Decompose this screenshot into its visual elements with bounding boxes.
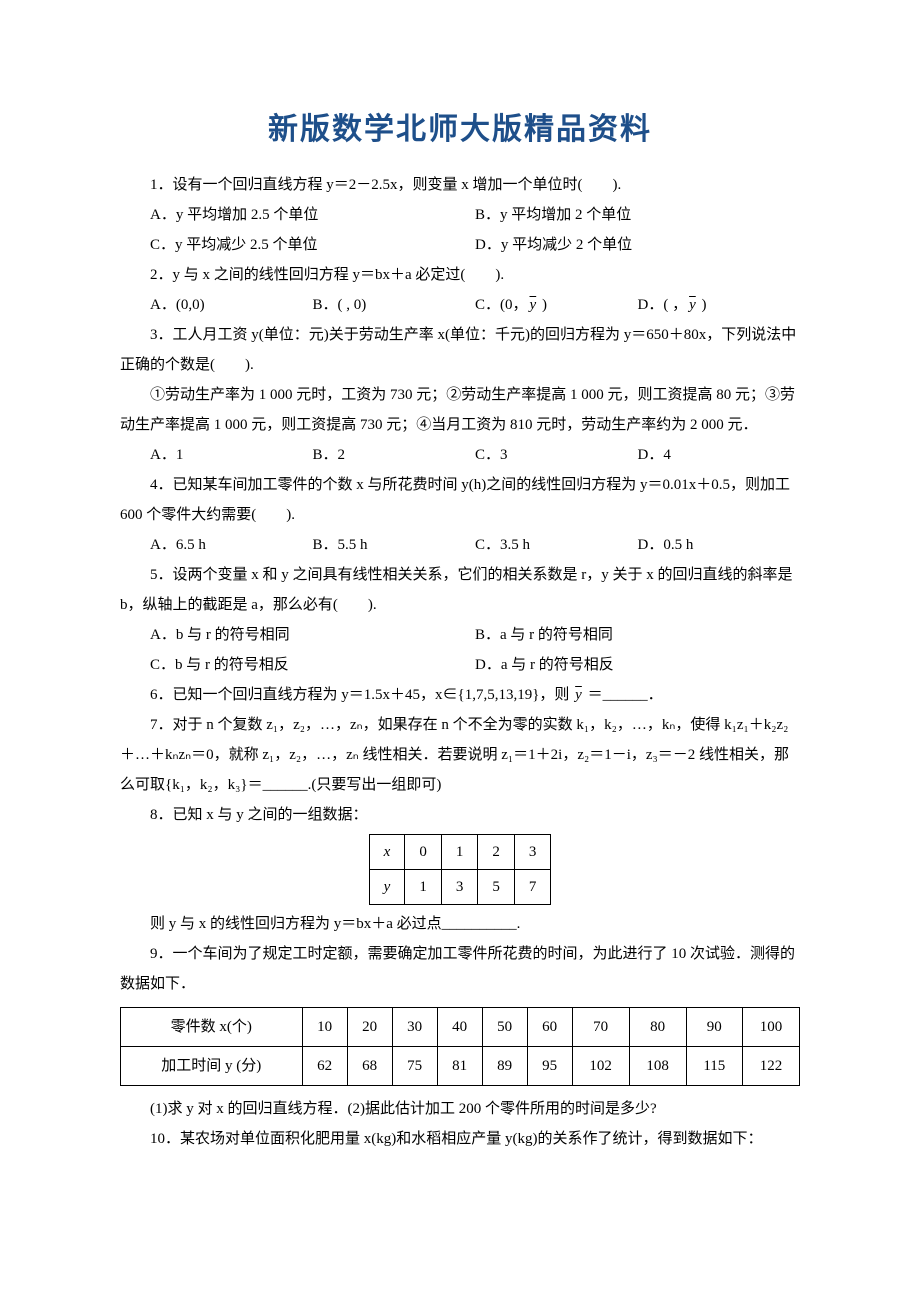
cell: 1 — [441, 835, 478, 870]
q3-options: A．1 B．2 C．3 D．4 — [120, 440, 800, 470]
cell: 3 — [514, 835, 551, 870]
cell: 60 — [527, 1008, 572, 1047]
q2-C: C．(0，y ) — [475, 290, 638, 320]
q4-D: D．0.5 h — [638, 530, 801, 560]
q1-D: D．y 平均减少 2 个单位 — [475, 230, 800, 260]
q1-C: C．y 平均减少 2.5 个单位 — [150, 230, 475, 260]
q5-B: B．a 与 r 的符号相同 — [475, 620, 800, 650]
q3-D: D．4 — [638, 440, 801, 470]
cell: x — [369, 835, 405, 870]
q8-tail: 则 y 与 x 的线性回归方程为 y＝bx＋a 必过点__________. — [120, 909, 800, 939]
q5-C: C．b 与 r 的符号相反 — [150, 650, 475, 680]
q6-post: ＝______． — [584, 687, 663, 703]
q2-options: A．(0,0) B．( , 0) C．(0，y ) D．( ，y ) — [120, 290, 800, 320]
q7-text: 7．对于 n 个复数 z₁，z₂，…，zₙ，如果存在 n 个不全为零的实数 k₁… — [120, 710, 800, 800]
cell: 70 — [572, 1008, 629, 1047]
q5-A: A．b 与 r 的符号相同 — [150, 620, 475, 650]
q2-text: 2．y 与 x 之间的线性回归方程 y＝bx＋a 必定过( ). — [120, 260, 800, 290]
q9-text: 9．一个车间为了规定工时定额，需要确定加工零件所花费的时间，为此进行了 10 次… — [120, 939, 800, 999]
q3-C: C．3 — [475, 440, 638, 470]
cell: 80 — [629, 1008, 686, 1047]
q8-text: 8．已知 x 与 y 之间的一组数据： — [120, 800, 800, 830]
q2-C-var: y — [528, 297, 539, 313]
q2-D-post: ) — [698, 297, 707, 313]
q2-D-var: y — [687, 297, 698, 313]
cell: 零件数 x(个) — [121, 1008, 303, 1047]
q1-B: B．y 平均增加 2 个单位 — [475, 200, 800, 230]
q5-text: 5．设两个变量 x 和 y 之间具有线性相关关系，它们的相关系数是 r，y 关于… — [120, 560, 800, 620]
q1-options: A．y 平均增加 2.5 个单位 B．y 平均增加 2 个单位 C．y 平均减少… — [120, 200, 800, 260]
cell: 30 — [392, 1008, 437, 1047]
cell: 10 — [302, 1008, 347, 1047]
q4-A: A．6.5 h — [150, 530, 313, 560]
cell: 115 — [686, 1047, 742, 1086]
q10-text: 10．某农场对单位面积化肥用量 x(kg)和水稻相应产量 y(kg)的关系作了统… — [120, 1124, 800, 1154]
cell: 81 — [437, 1047, 482, 1086]
cell: 1 — [405, 870, 442, 905]
q4-text: 4．已知某车间加工零件的个数 x 与所花费时间 y(h)之间的线性回归方程为 y… — [120, 470, 800, 530]
q3-text: 3．工人月工资 y(单位：元)关于劳动生产率 x(单位：千元)的回归方程为 y＝… — [120, 320, 800, 380]
cell: 加工时间 y (分) — [121, 1047, 303, 1086]
cell: 68 — [347, 1047, 392, 1086]
page-title: 新版数学北师大版精品资料 — [120, 100, 800, 160]
table-row: x 0 1 2 3 — [369, 835, 551, 870]
q3-A: A．1 — [150, 440, 313, 470]
cell: 7 — [514, 870, 551, 905]
cell: 122 — [742, 1047, 799, 1086]
cell: 2 — [478, 835, 515, 870]
cell: 0 — [405, 835, 442, 870]
cell: 5 — [478, 870, 515, 905]
cell: 90 — [686, 1008, 742, 1047]
q4-C: C．3.5 h — [475, 530, 638, 560]
q2-B: B．( , 0) — [313, 290, 476, 320]
q2-D: D．( ，y ) — [638, 290, 801, 320]
q3-B: B．2 — [313, 440, 476, 470]
cell: 108 — [629, 1047, 686, 1086]
q2-D-pre: D．( ， — [638, 297, 688, 313]
cell: 89 — [482, 1047, 527, 1086]
cell: y — [369, 870, 405, 905]
cell: 50 — [482, 1008, 527, 1047]
cell: 102 — [572, 1047, 629, 1086]
cell: 62 — [302, 1047, 347, 1086]
q2-C-post: ) — [538, 297, 547, 313]
cell: 40 — [437, 1008, 482, 1047]
q4-B: B．5.5 h — [313, 530, 476, 560]
q2-A: A．(0,0) — [150, 290, 313, 320]
cell: 3 — [441, 870, 478, 905]
table-row: y 1 3 5 7 — [369, 870, 551, 905]
q6-pre: 6．已知一个回归直线方程为 y＝1.5x＋45，x∈{1,7,5,13,19}，… — [150, 687, 573, 703]
q5-options: A．b 与 r 的符号相同 B．a 与 r 的符号相同 C．b 与 r 的符号相… — [120, 620, 800, 680]
cell: 100 — [742, 1008, 799, 1047]
table-row: 加工时间 y (分) 62 68 75 81 89 95 102 108 115… — [121, 1047, 800, 1086]
q2-C-pre: C．(0， — [475, 297, 528, 313]
table-row: 零件数 x(个) 10 20 30 40 50 60 70 80 90 100 — [121, 1008, 800, 1047]
q8-table: x 0 1 2 3 y 1 3 5 7 — [369, 834, 552, 905]
q1-A: A．y 平均增加 2.5 个单位 — [150, 200, 475, 230]
cell: 20 — [347, 1008, 392, 1047]
cell: 75 — [392, 1047, 437, 1086]
q9-tail: (1)求 y 对 x 的回归直线方程．(2)据此估计加工 200 个零件所用的时… — [120, 1094, 800, 1124]
q6-text: 6．已知一个回归直线方程为 y＝1.5x＋45，x∈{1,7,5,13,19}，… — [120, 680, 800, 710]
q4-options: A．6.5 h B．5.5 h C．3.5 h D．0.5 h — [120, 530, 800, 560]
q3-detail: ①劳动生产率为 1 000 元时，工资为 730 元；②劳动生产率提高 1 00… — [120, 380, 800, 440]
q6-var: y — [573, 687, 584, 703]
cell: 95 — [527, 1047, 572, 1086]
q1-text: 1．设有一个回归直线方程 y＝2－2.5x，则变量 x 增加一个单位时( ). — [120, 170, 800, 200]
q9-table: 零件数 x(个) 10 20 30 40 50 60 70 80 90 100 … — [120, 1007, 800, 1086]
q5-D: D．a 与 r 的符号相反 — [475, 650, 800, 680]
